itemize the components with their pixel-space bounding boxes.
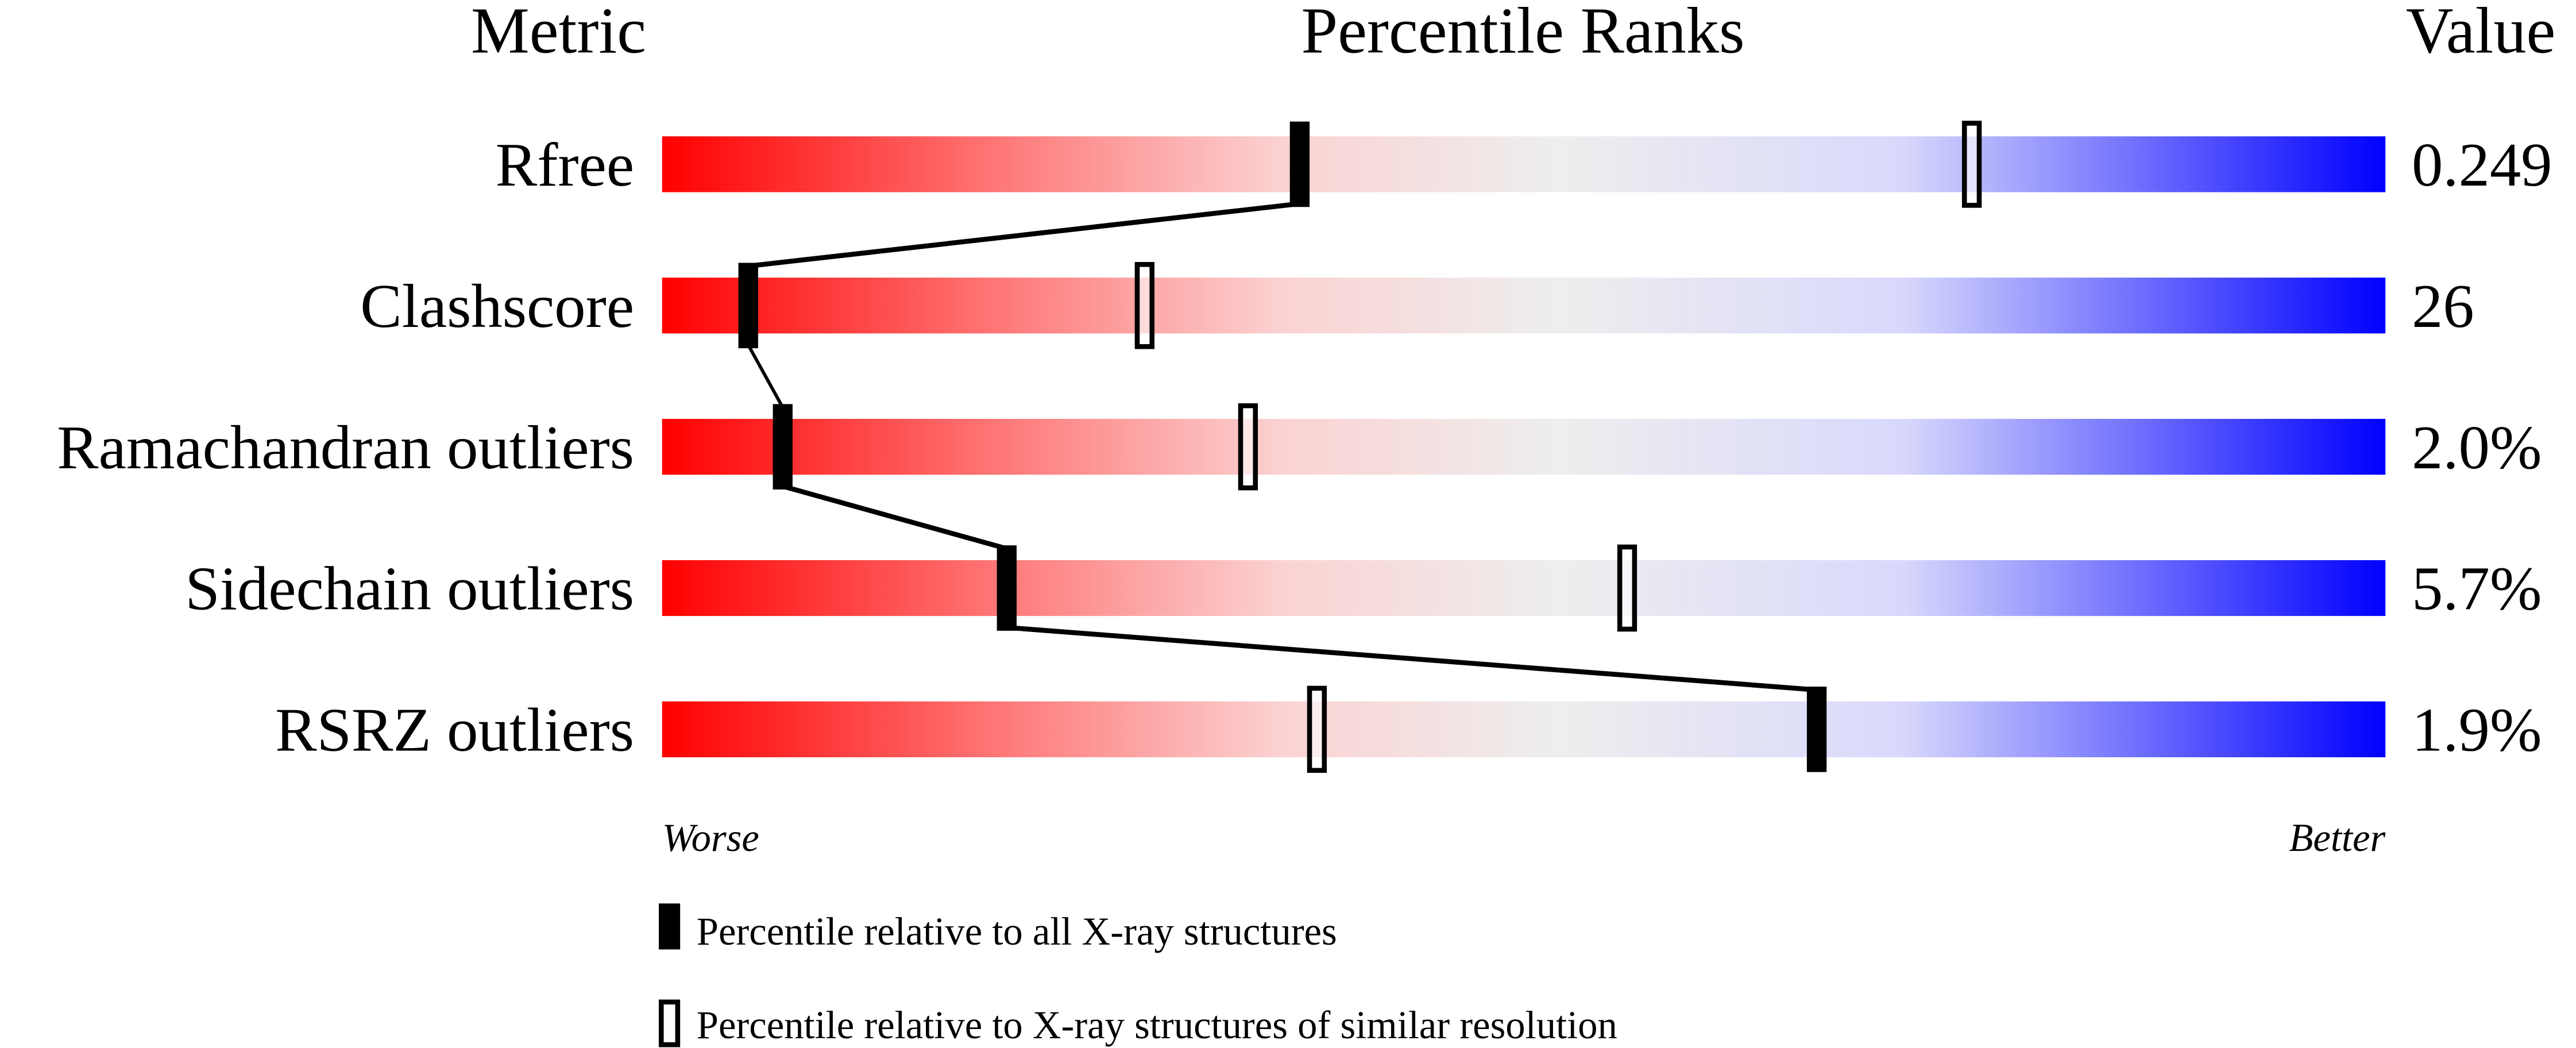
connector-line — [1006, 625, 1817, 693]
metric-label: Sidechain outliers — [185, 554, 634, 623]
header-metric: Metric — [471, 0, 646, 67]
percentile-bar-4 — [662, 701, 2386, 757]
similar-resolution-marker — [1617, 544, 1637, 632]
metric-value: 1.9% — [2412, 695, 2542, 765]
connector-line — [748, 201, 1300, 269]
similar-resolution-marker — [1134, 261, 1155, 349]
percentile-bar-0 — [662, 136, 2386, 192]
metric-label: Rfree — [496, 130, 634, 199]
all-structures-marker — [1289, 121, 1310, 207]
metric-label: RSRZ outliers — [275, 695, 634, 765]
metric-value: 0.249 — [2412, 130, 2552, 199]
worse-label: Worse — [662, 816, 759, 860]
legend-filled-label: Percentile relative to all X-ray structu… — [697, 910, 1337, 953]
metric-label: Clashscore — [360, 271, 634, 341]
better-label: Better — [2289, 816, 2385, 860]
metric-value: 26 — [2412, 271, 2474, 341]
legend-hollow-marker — [658, 999, 681, 1047]
similar-resolution-marker — [1238, 403, 1258, 491]
legend-filled-marker — [658, 903, 681, 950]
all-structures-marker — [1806, 687, 1827, 772]
similar-resolution-marker — [1961, 121, 1982, 208]
header-value: Value — [2406, 0, 2555, 67]
similar-resolution-marker — [1307, 685, 1327, 773]
metric-label: Ramachandran outliers — [57, 413, 634, 482]
connector-line — [782, 484, 1007, 552]
all-structures-marker — [997, 545, 1017, 631]
percentile-bar-1 — [662, 278, 2386, 334]
metric-value: 5.7% — [2412, 554, 2542, 623]
metric-value: 2.0% — [2412, 413, 2542, 482]
percentile-bar-2 — [662, 419, 2386, 475]
all-structures-marker — [773, 404, 793, 490]
connector-line — [747, 344, 785, 409]
all-structures-marker — [738, 263, 758, 349]
legend-hollow-label: Percentile relative to X-ray structures … — [697, 1003, 1617, 1047]
percentile-bar-3 — [662, 560, 2386, 617]
header-percentile-ranks: Percentile Ranks — [1301, 0, 1745, 67]
